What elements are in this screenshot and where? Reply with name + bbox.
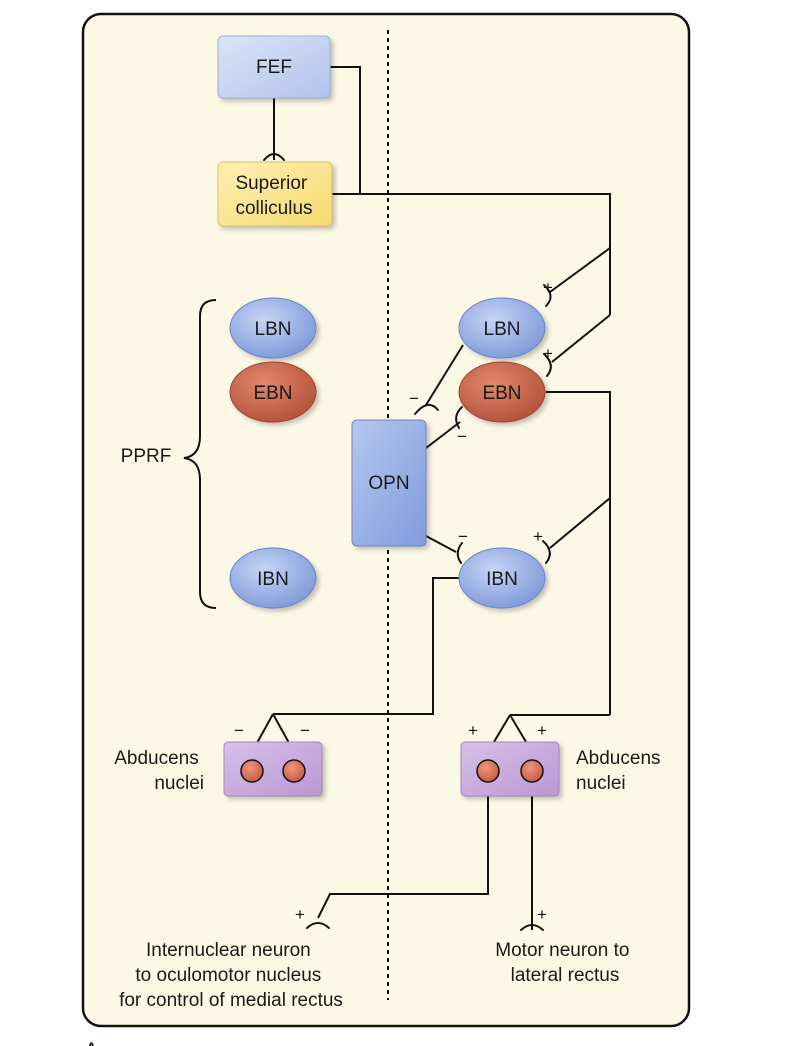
internuclear-line-3: for control of medial rectus [119,990,343,1011]
opn-label: OPN [368,473,409,494]
wire-internuclear-output [317,772,489,919]
lbn-left-label: LBN [255,319,292,340]
abducens-right-line-2: nuclei [576,773,626,794]
synapse-ibn-from-opn [456,542,463,564]
abducens-left-label: Abducens nuclei [114,748,204,794]
lbn-right-node [458,297,546,359]
sign-ebn-opn-minus: − [457,427,467,446]
sign-ibn-right-plus: + [533,527,543,546]
ebn-left-node [229,361,317,423]
wire-opn-to-ebn [425,421,461,449]
abducens-left-cell-2 [282,759,306,783]
abducens-right-cell-1 [476,759,500,783]
ebn-left-label: EBN [253,383,292,404]
synapse-opn-from-lbn [414,403,439,415]
wire-lbn-to-opn [425,344,464,406]
lbn-right-label: LBN [484,319,521,340]
sign-left-abducens-minus-2: − [300,721,310,740]
abducens-right-cell-2 [520,759,544,783]
abducens-left-node [223,741,323,797]
abducens-right-label: Abducens nuclei [576,748,666,794]
wire-to-ebn-right [551,314,611,363]
sign-ebn-right-plus: + [543,344,553,363]
opn-node [351,419,427,547]
superior-colliculus-line-2: colliculus [235,198,312,219]
synapse-ebn-from-opn [455,406,463,429]
motor-neuron-line-2: lateral rectus [511,965,620,986]
internuclear-line-1: Internuclear neuron [146,940,311,961]
sign-internuclear-plus: + [295,905,305,924]
synapse-internuclear [306,922,330,929]
panel-letter: A [84,1038,99,1046]
lbn-left-node [229,297,317,359]
ibn-left-node [229,547,317,609]
ibn-right-label: IBN [486,569,518,590]
wire-ebn-to-trunk [546,391,611,715]
sign-ibn-opn-minus: − [458,527,468,546]
abducens-left-cell-1 [240,759,264,783]
fef-label: FEF [256,57,292,78]
ebn-right-node [458,361,546,423]
wire-sc-to-right [332,193,611,315]
wire-ibn-to-left-abducens [273,577,460,715]
wire-opn-to-ibn [425,535,457,553]
internuclear-line-2: to oculomotor nucleus [135,965,321,986]
sign-opn-minus: − [409,389,419,408]
synapse-motor [520,924,544,931]
wire-fef-descending [330,66,361,194]
motor-neuron-label: Motor neuron to lateral rectus [495,940,634,986]
superior-colliculus-label: Superior colliculus [235,173,312,219]
pprf-label: PPRF [121,446,172,467]
superior-colliculus-node [217,161,333,227]
synapse-ebn-right [543,353,552,377]
motor-neuron-line-1: Motor neuron to [495,940,629,961]
ibn-left-label: IBN [257,569,289,590]
abducens-left-line-2: nuclei [154,773,204,794]
sign-left-abducens-minus-1: − [234,721,244,740]
abducens-right-node [460,741,560,797]
sign-right-abducens-plus-2: + [537,721,547,740]
abducens-left-line-1: Abducens [114,748,199,769]
wire-to-lbn-right [549,247,611,293]
synapse-lbn-right [543,284,552,307]
wire-to-ibn-right [549,497,611,549]
sign-motor-plus: + [537,905,547,924]
internuclear-label: Internuclear neuron to oculomotor nucleu… [119,940,343,1011]
fef-node [217,35,331,99]
sign-lbn-right-plus: + [543,278,553,297]
ibn-right-node [458,547,546,609]
synapse-sc-from-fef [263,153,285,161]
superior-colliculus-line-1: Superior [235,173,307,194]
ebn-right-label: EBN [482,383,521,404]
pprf-brace [183,299,217,609]
sign-right-abducens-plus-1: + [468,721,478,740]
synapse-ibn-right [542,540,551,564]
abducens-right-line-1: Abducens [576,748,661,769]
